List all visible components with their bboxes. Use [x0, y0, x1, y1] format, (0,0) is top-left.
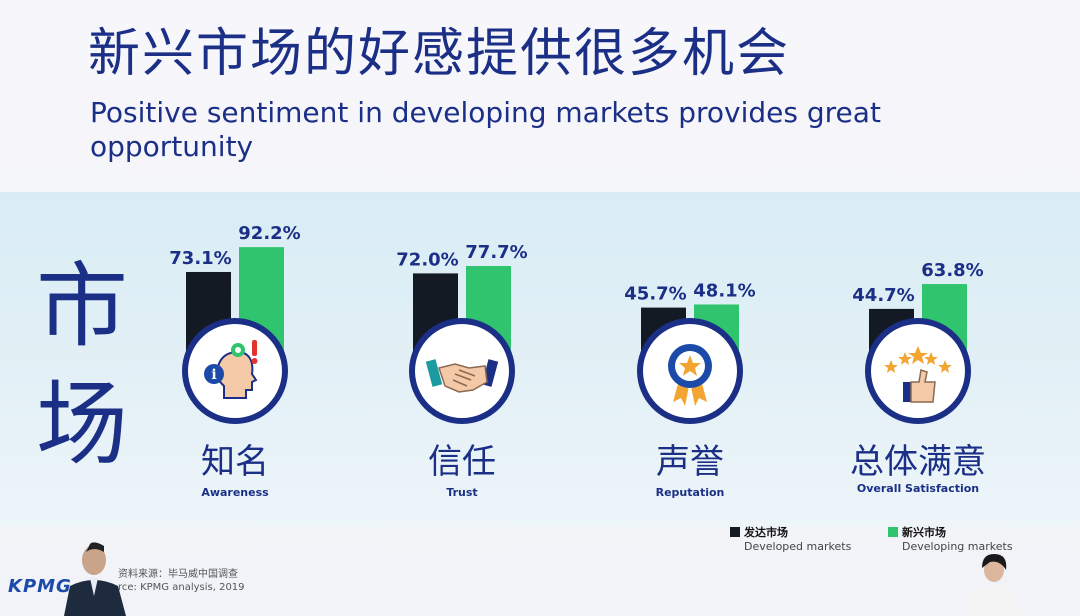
legend-item-developing: 新兴市场 Developing markets — [888, 526, 1013, 554]
category-label-trust: 信任 — [428, 442, 496, 482]
svg-text:i: i — [211, 367, 216, 383]
side-label: 市场 — [35, 253, 128, 478]
legend-swatch-developed — [730, 527, 740, 537]
presenter-right-image — [966, 554, 1022, 616]
stars-thumbs-up-icon — [865, 318, 971, 424]
source-note-cn: 资料来源：毕马威中国调查 — [118, 569, 238, 580]
value-label-developed-3: 44.7% — [852, 285, 914, 306]
value-label-developing-1: 77.7% — [465, 242, 527, 263]
category-label-overall-satisfaction: 总体满意 — [850, 442, 986, 482]
slide-subtitle: Positive sentiment in developing markets… — [90, 96, 881, 163]
value-label-developing-0: 92.2% — [238, 223, 300, 244]
source-note-en: rce: KPMG analysis, 2019 — [118, 582, 245, 593]
legend-item-developed: 发达市场 Developed markets — [730, 526, 851, 554]
legend-label-developing-en: Developing markets — [902, 540, 1013, 553]
legend-label-developed-cn: 发达市场 — [744, 526, 788, 539]
category-label-reputation-en: Reputation — [655, 486, 725, 499]
value-label-developed-2: 45.7% — [624, 284, 686, 305]
category-label-reputation: 声誉 — [656, 442, 724, 482]
value-label-developing-3: 63.8% — [921, 260, 983, 281]
source-note: 资料来源：毕马威中国调查 rce: KPMG analysis, 2019 — [118, 568, 245, 594]
category-label-trust-en: Trust — [446, 486, 478, 499]
legend-swatch-developing — [888, 527, 898, 537]
category-label-overall-satisfaction-en: Overall Satisfaction — [856, 482, 980, 495]
value-label-developed-0: 73.1% — [169, 248, 231, 269]
legend-label-developed-en: Developed markets — [744, 540, 852, 553]
value-label-developed-1: 72.0% — [396, 249, 458, 270]
legend-label-developing-cn: 新兴市场 — [902, 526, 946, 539]
award-badge-icon — [637, 318, 743, 424]
slide-title: 新兴市场的好感提供很多机会 — [88, 24, 791, 84]
kpmg-logo: KPMG — [8, 576, 72, 597]
presenter-left-image — [64, 542, 126, 616]
category-label-awareness: 知名 — [201, 442, 269, 482]
handshake-icon — [409, 318, 515, 424]
value-label-developing-2: 48.1% — [693, 280, 755, 301]
category-label-awareness-en: Awareness — [201, 486, 269, 499]
head-gear-info-icon: i — [182, 318, 288, 424]
